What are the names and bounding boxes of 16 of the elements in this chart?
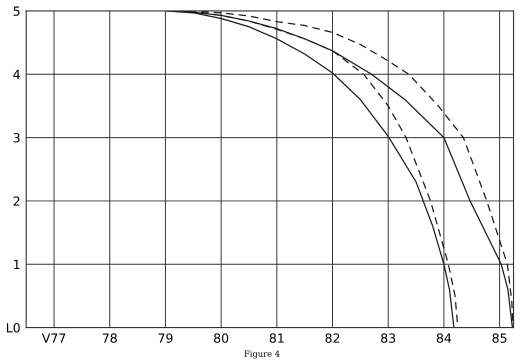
- x-tick-label: 78: [102, 333, 117, 343]
- y-tick-label: 3: [14, 133, 20, 143]
- x-tick-label: V77: [42, 334, 66, 343]
- x-tick-label: 81: [270, 333, 284, 343]
- x-tick-label: 85: [492, 333, 506, 343]
- y-tick-label: 2: [14, 196, 20, 206]
- y-tick-label: L0: [6, 323, 20, 333]
- y-tick-label: 1: [14, 260, 20, 270]
- x-tick-label: 84: [436, 333, 452, 343]
- x-tick-label: 82: [325, 333, 340, 343]
- x-tick-label: 83: [381, 333, 396, 343]
- y-tick-label: 4: [13, 70, 20, 80]
- caption: Figure 4: [244, 350, 280, 359]
- y-tick-label: 5: [14, 6, 20, 16]
- x-tick-label: 79: [158, 333, 173, 343]
- x-tick-label: 80: [214, 333, 228, 343]
